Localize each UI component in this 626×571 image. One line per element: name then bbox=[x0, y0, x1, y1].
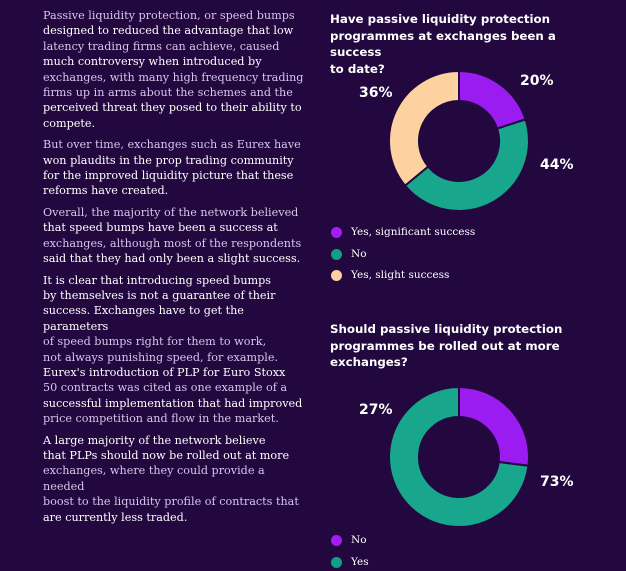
paragraph: A large majority of the network believe t… bbox=[43, 433, 305, 525]
legend-dot bbox=[331, 556, 342, 568]
chart-2-legend-no: No bbox=[331, 534, 367, 546]
text-line: said that they had only been a slight su… bbox=[43, 252, 301, 266]
text-line: that PLPs should now be rolled out at mo… bbox=[43, 448, 290, 462]
text-line: compete. bbox=[43, 116, 96, 130]
text-line: Overall, the majority of the network bel… bbox=[43, 205, 299, 219]
text-line: But over time, exchanges such as Eurex h… bbox=[43, 138, 301, 152]
chart-2-label-yes: 73% bbox=[540, 474, 574, 490]
text-line: are currently less traded. bbox=[43, 510, 188, 524]
text-line: exchanges, where they could provide a ne… bbox=[43, 464, 265, 493]
donut-slice-yes-slight-success bbox=[388, 70, 460, 188]
text-line: Passive liquidity protection, or speed b… bbox=[43, 9, 295, 22]
text-line: firms up in arms about the schemes and t… bbox=[43, 86, 293, 100]
legend-dot bbox=[331, 248, 342, 260]
chart-1-label-significant: 20% bbox=[520, 73, 554, 89]
text-line: Eurex's introduction of PLP for Euro Sto… bbox=[43, 365, 286, 379]
donut-slice-no bbox=[458, 386, 530, 467]
legend-dot bbox=[331, 226, 342, 238]
chart-2-title-line: Should passive liquidity protection bbox=[330, 322, 563, 336]
text-line: not always punishing speed, for example. bbox=[43, 350, 279, 364]
text-line: much controversy when introduced by bbox=[43, 55, 262, 69]
chart-2-donut bbox=[388, 386, 530, 528]
chart-1-label-no: 44% bbox=[540, 157, 574, 173]
text-line: It is clear that introducing speed bumps bbox=[43, 273, 272, 287]
donut-slice-no bbox=[403, 118, 530, 212]
legend-dot bbox=[331, 269, 342, 281]
chart-2-title: Should passive liquidity protection prog… bbox=[330, 321, 610, 371]
legend-label: Yes, slight success bbox=[351, 269, 450, 281]
text-line: latency trading firms can achieve, cause… bbox=[43, 39, 280, 53]
legend-dot bbox=[331, 534, 342, 546]
chart-1-label-slight: 36% bbox=[359, 85, 393, 101]
text-line: reforms have created. bbox=[43, 184, 169, 198]
chart-1-title-line: Have passive liquidity protection bbox=[330, 12, 551, 26]
chart-2-title-line: programmes be rolled out at more bbox=[330, 338, 560, 353]
chart-1-legend-significant: Yes, significant success bbox=[331, 226, 475, 238]
text-line: designed to reduced the advantage that l… bbox=[43, 24, 294, 38]
paragraph: It is clear that introducing speed bumps… bbox=[43, 273, 305, 427]
text-line: by themselves is not a guarantee of thei… bbox=[43, 288, 276, 302]
chart-2-title-line: exchanges? bbox=[330, 355, 408, 369]
legend-label: No bbox=[351, 534, 367, 546]
chart-1-title: Have passive liquidity protection progra… bbox=[330, 11, 610, 77]
text-line: successful implementation that had impro… bbox=[43, 396, 303, 410]
chart-1-title-line: programmes at exchanges been a success bbox=[330, 28, 556, 60]
chart-1-donut bbox=[388, 70, 530, 212]
chart-1-title-line: to date? bbox=[330, 61, 385, 76]
legend-label: No bbox=[351, 248, 367, 260]
text-line: that speed bumps have been a success at bbox=[43, 221, 278, 235]
text-line: exchanges, although most of the responde… bbox=[43, 236, 302, 250]
paragraph: But over time, exchanges such as Eurex h… bbox=[43, 137, 305, 199]
text-line: A large majority of the network believe bbox=[43, 433, 266, 447]
paragraph: Passive liquidity protection, or speed b… bbox=[43, 8, 305, 131]
chart-2-label-no: 27% bbox=[359, 402, 393, 418]
donut-slice-yes bbox=[388, 386, 530, 528]
donut-slice-yes-significant-success bbox=[458, 70, 527, 130]
text-line: boost to the liquidity profile of contra… bbox=[43, 495, 299, 509]
text-line: 50 contracts was cited as one example of… bbox=[43, 381, 288, 395]
article-text: Passive liquidity protection, or speed b… bbox=[43, 8, 305, 531]
legend-label: Yes bbox=[351, 556, 369, 568]
paragraph: Overall, the majority of the network bel… bbox=[43, 205, 305, 267]
text-line: success. Exchanges have to get the param… bbox=[43, 304, 244, 333]
legend-label: Yes, significant success bbox=[351, 226, 476, 238]
text-line: for the improved liquidity picture that … bbox=[43, 169, 294, 183]
text-line: of speed bumps right for them to work, bbox=[43, 335, 267, 349]
text-line: price competition and flow in the market… bbox=[43, 412, 279, 426]
chart-1-legend-no: No bbox=[331, 248, 367, 260]
text-line: exchanges, with many high frequency trad… bbox=[43, 70, 304, 84]
chart-1-legend-slight: Yes, slight success bbox=[331, 269, 449, 281]
text-line: won plaudits in the prop trading communi… bbox=[43, 153, 294, 167]
text-line: perceived threat they posed to their abi… bbox=[43, 101, 302, 115]
chart-2-legend-yes: Yes bbox=[331, 556, 369, 568]
